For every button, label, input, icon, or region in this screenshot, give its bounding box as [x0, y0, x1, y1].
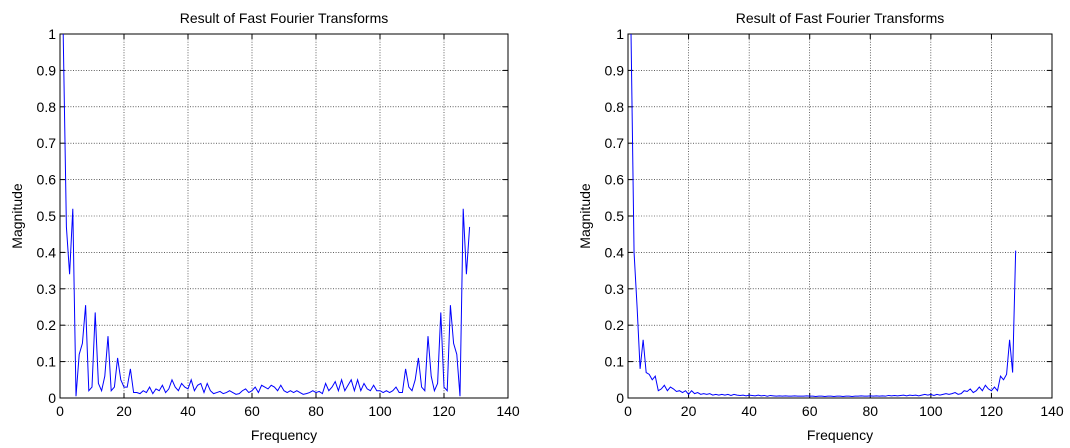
y-tick-label: 0.1	[37, 354, 57, 370]
y-tick-label: 0.9	[605, 62, 625, 78]
x-tick-label: 20	[116, 403, 132, 419]
y-tick-label: 0.7	[605, 135, 625, 151]
y-tick-label: 0.3	[605, 281, 625, 297]
grid	[628, 34, 1052, 398]
y-tick-label: 0.4	[37, 244, 57, 260]
y-tick-label: 0.6	[37, 172, 57, 188]
x-tick-label: 80	[862, 403, 878, 419]
grid	[60, 34, 508, 398]
ticks: 0 20 40 60 80 100 120 140 0 0.1 0.2 0.3 0.4 0.5 0.6 0.7…	[605, 26, 1064, 419]
y-tick-label: 0.8	[37, 99, 57, 115]
x-tick-label: 40	[741, 403, 757, 419]
x-tick-label: 120	[432, 403, 456, 419]
x-axis-label: Frequency	[251, 427, 317, 443]
x-tick-label: 60	[802, 403, 818, 419]
x-tick-label: 20	[681, 403, 697, 419]
y-tick-label: 0.3	[37, 281, 57, 297]
chart-title: Result of Fast Fourier Transforms	[736, 10, 945, 26]
y-tick-label: 0.5	[605, 208, 625, 224]
ticks: 0 20 40 60 80 100 120 140 0 0.1 0.2 0.3 0.4 0.5 0.6 0.7…	[37, 26, 520, 419]
x-tick-label: 120	[980, 403, 1004, 419]
x-tick-label: 100	[368, 403, 392, 419]
x-tick-label: 0	[624, 403, 632, 419]
y-tick-label: 0.6	[605, 172, 625, 188]
y-tick-label: 0.1	[605, 354, 625, 370]
y-axis-label: Magnitude	[577, 183, 593, 249]
series-line	[630, 33, 1017, 398]
x-tick-label: 40	[180, 403, 196, 419]
x-tick-label: 100	[919, 403, 943, 419]
y-tick-label: 1	[48, 26, 56, 42]
x-tick-label: 60	[244, 403, 260, 419]
y-tick-label: 0.4	[605, 244, 625, 260]
chart-title: Result of Fast Fourier Transforms	[180, 10, 389, 26]
y-tick-label: 0	[616, 390, 624, 406]
x-tick-label: 0	[56, 403, 64, 419]
x-tick-label: 140	[1040, 403, 1064, 419]
y-tick-label: 0.5	[37, 208, 57, 224]
y-tick-label: 0.2	[37, 317, 57, 333]
chart-left: 0 20 40 60 80 100 120 140 0 0.1 0.2 0.3 0.4 0.5 0.6 0.7…	[9, 10, 520, 443]
y-tick-label: 1	[616, 26, 624, 42]
x-tick-label: 140	[496, 403, 520, 419]
y-tick-label: 0.9	[37, 62, 57, 78]
x-tick-label: 80	[308, 403, 324, 419]
y-tick-label: 0.7	[37, 135, 57, 151]
plot-area	[627, 33, 1053, 399]
y-axis-label: Magnitude	[9, 183, 25, 249]
y-tick-label: 0.2	[605, 317, 625, 333]
series-line	[62, 33, 471, 397]
x-axis-label: Frequency	[807, 427, 873, 443]
chart-right: 0 20 40 60 80 100 120 140 0 0.1 0.2 0.3 0.4 0.5 0.6 0.7…	[577, 10, 1064, 443]
y-tick-label: 0	[48, 390, 56, 406]
y-tick-label: 0.8	[605, 99, 625, 115]
